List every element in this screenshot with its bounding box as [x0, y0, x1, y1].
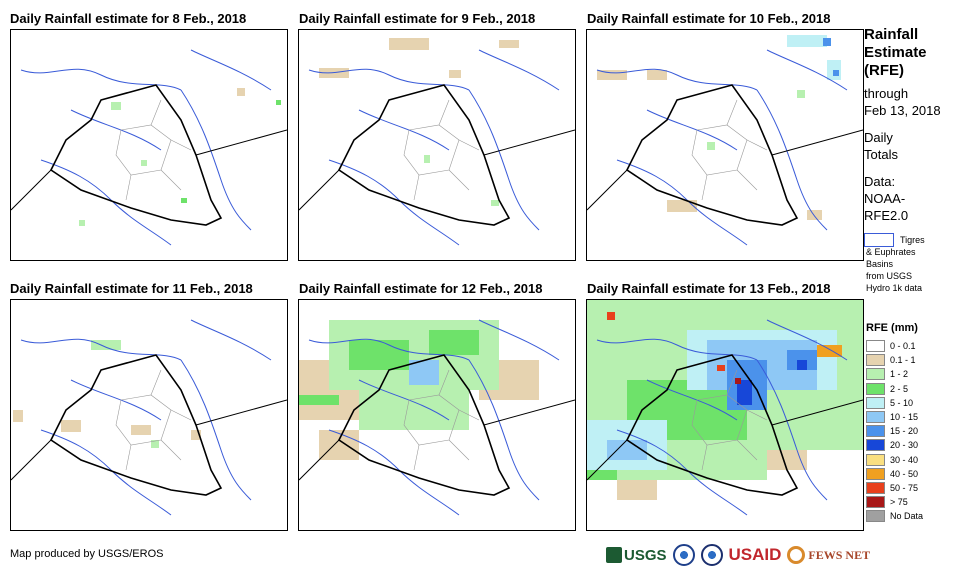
legend-swatch: [866, 340, 885, 352]
usaid-seal-icon: [700, 544, 723, 566]
side-title-line-1: Rainfall: [864, 26, 919, 43]
map-graphic: [299, 38, 575, 246]
usaid-logo: USAID: [728, 545, 782, 564]
side-title: Rainfall Estimate (RFE): [864, 26, 927, 80]
side-title-line-2: Estimate: [864, 44, 927, 61]
legend-swatch: [866, 453, 885, 466]
legend-swatch: [866, 382, 885, 395]
legend-swatch: [866, 425, 885, 438]
basin-line-3: Basins: [866, 259, 894, 269]
map-graphic: [299, 319, 575, 516]
legend-swatch: [866, 496, 885, 509]
legend-label: 10 - 15: [890, 412, 919, 422]
legend-item: 2 - 5: [866, 382, 908, 396]
side-title-line-3: (RFE): [864, 62, 904, 79]
legend-swatch: [866, 467, 885, 480]
side-data-source: Data: NOAA- RFE2.0: [864, 173, 908, 224]
usgs-logo-text: USGS: [624, 546, 667, 564]
noaa-logo-icon: [672, 544, 695, 566]
legend-item: 0 - 0.1: [866, 339, 916, 353]
legend-label: No Data: [890, 511, 924, 522]
side-through: through Feb 13, 2018: [864, 85, 941, 119]
footer-credit: Map produced by USGS/EROS: [10, 548, 164, 560]
legend-label: 50 - 75: [890, 483, 919, 493]
legend-item: 40 - 50: [866, 467, 918, 481]
panel-title-3: Daily Rainfall estimate for 10 Feb., 201…: [587, 11, 831, 26]
map-graphic: [587, 300, 863, 516]
panel-title-2: Daily Rainfall estimate for 9 Feb., 2018: [299, 11, 536, 26]
legend-swatch: [866, 396, 885, 409]
legend-item: 0.1 - 1: [866, 353, 916, 367]
legend-label: 20 - 30: [890, 440, 919, 451]
side-totals-line-2: Totals: [864, 147, 898, 162]
legend-item: 5 - 10: [866, 396, 913, 410]
basin-line-2: & Euphrates: [866, 247, 916, 257]
fews-logo-text: FEWS NET: [808, 547, 871, 562]
rainfall-map-9-feb: [298, 29, 576, 261]
side-totals-line-1: Daily: [864, 130, 893, 145]
legend-item: 1 - 2: [866, 367, 908, 381]
legend-label: 1 - 2: [890, 369, 909, 380]
basin-legend-text: Tigres & Euphrates Basins from USGS Hydr…: [866, 235, 966, 294]
agency-logos: USGS USAID FEWS NET: [606, 541, 870, 569]
legend-label: > 75: [890, 497, 908, 508]
panel-title-4: Daily Rainfall estimate for 11 Feb., 201…: [10, 281, 253, 296]
legend-item: 20 - 30: [866, 438, 918, 452]
rainfall-map-10-feb: [586, 29, 864, 261]
rainfall-map-8-feb: [10, 29, 288, 261]
legend-swatch: [866, 510, 885, 523]
legend-swatch: [866, 368, 885, 381]
usgs-logo: USGS: [606, 547, 667, 564]
basin-legend-swatch: [864, 233, 894, 247]
rainfall-map-11-feb: [10, 299, 288, 531]
legend-label: 0 - 0.1: [890, 341, 916, 351]
map-graphic: [11, 319, 287, 516]
legend-item: 50 - 75: [866, 481, 918, 495]
side-totals: Daily Totals: [864, 129, 898, 163]
basin-line-1: Tigres: [900, 235, 925, 245]
legend-item: > 75: [866, 495, 908, 509]
side-through-line-1: through: [864, 86, 909, 101]
side-data-line-2: NOAA-: [864, 191, 906, 206]
usgs-mark-icon: [606, 547, 622, 563]
legend-label: 15 - 20: [890, 426, 919, 437]
basin-line-5: Hydro 1k data: [866, 283, 923, 293]
legend-swatch: [866, 354, 885, 367]
panel-title-1: Daily Rainfall estimate for 8 Feb., 2018: [10, 11, 247, 26]
panel-title-6: Daily Rainfall estimate for 13 Feb., 201…: [587, 281, 831, 296]
legend-label: 5 - 10: [890, 397, 914, 408]
panel-title-5: Daily Rainfall estimate for 12 Feb., 201…: [299, 281, 543, 296]
legend-item: 10 - 15: [866, 410, 918, 424]
legend-item: No Data: [866, 509, 923, 523]
legend-label: 2 - 5: [890, 383, 909, 394]
legend-swatch: [866, 411, 885, 423]
rainfall-map-13-feb: [586, 299, 864, 531]
map-graphic: [11, 49, 287, 246]
side-data-line-3: RFE2.0: [864, 208, 909, 223]
legend-item: 30 - 40: [866, 453, 918, 467]
legend-swatch: [866, 439, 885, 452]
side-data-line-1: Data:: [864, 174, 896, 189]
fews-net-logo: FEWS NET: [787, 546, 870, 564]
legend-item: 15 - 20: [866, 424, 918, 438]
legend-title: RFE (mm): [866, 322, 918, 334]
fews-ring-icon: [787, 546, 806, 564]
map-graphic: [587, 35, 863, 246]
side-through-line-2: Feb 13, 2018: [864, 103, 941, 118]
legend-swatch: [866, 482, 885, 494]
legend-label: 40 - 50: [890, 468, 919, 479]
legend-label: 0.1 - 1: [890, 355, 916, 366]
rainfall-map-12-feb: [298, 299, 576, 531]
legend-label: 30 - 40: [890, 454, 919, 465]
basin-line-4: from USGS: [866, 271, 913, 281]
